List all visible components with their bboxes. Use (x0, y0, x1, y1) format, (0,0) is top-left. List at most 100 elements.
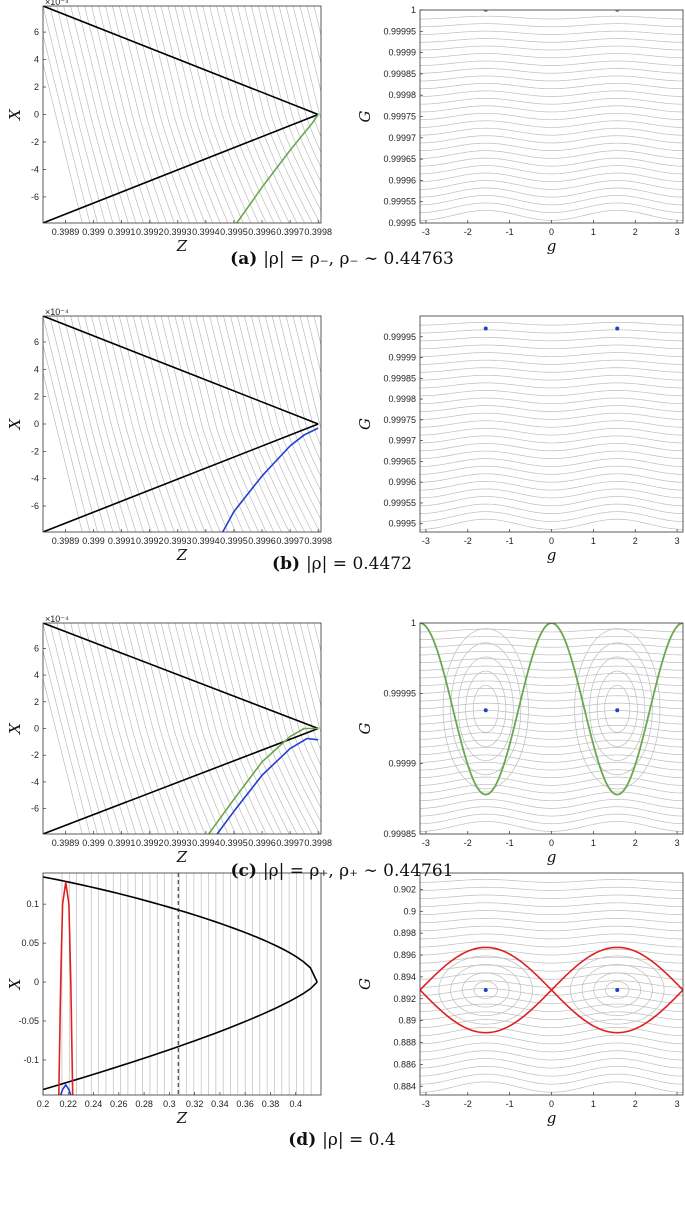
level-curve (420, 732, 683, 740)
panel-b-left: 0.3989 0.399 0.3991 0.3992 0.3993 0.3994 0.399… (6, 307, 332, 564)
level-curve (420, 894, 683, 899)
level-curve (285, 6, 321, 138)
level-curve (285, 623, 321, 751)
level-curve (420, 949, 683, 956)
y-tick-label: -2 (31, 137, 39, 147)
axes-frame (42, 622, 322, 835)
level-curve (420, 658, 683, 663)
x-tick-label: 0.3996 (248, 227, 276, 237)
y-tick-label: 0.99995 (383, 26, 416, 36)
level-curve (278, 316, 321, 463)
level-curve (278, 6, 321, 154)
x-tick-label: 0.3991 (108, 227, 136, 237)
x-tick-label: 0.3995 (220, 838, 248, 848)
level-curve (420, 30, 683, 35)
x-tick-label: 3 (675, 1099, 680, 1109)
y-tick-label: 1 (411, 618, 416, 628)
y-tick-label: 0.99985 (383, 829, 416, 839)
x-axis-label: g (547, 1109, 557, 1127)
boundary-upper (43, 316, 319, 425)
caption-letter: (c) (231, 861, 263, 881)
level-curve (257, 623, 321, 809)
y-tick-label: 6 (34, 337, 39, 347)
y-tick-label: 4 (34, 55, 39, 65)
level-curve (125, 623, 190, 834)
level-curve (271, 316, 321, 478)
level-curve (160, 6, 229, 223)
boundary-lower (43, 981, 318, 1091)
level-curve (420, 1011, 683, 1020)
y-tick-label: -0.1 (23, 1055, 39, 1065)
level-curve (139, 6, 206, 223)
level-curve (420, 127, 683, 136)
separatrix-lower (420, 988, 683, 1034)
level-curve (420, 45, 683, 51)
boundary-upper (43, 6, 319, 116)
x-axis-label: Z (176, 237, 188, 255)
x-axis-label: Z (176, 848, 188, 866)
y-tick-label: 0.89 (398, 1016, 416, 1026)
inner-loop (593, 972, 642, 1008)
y-tick-label: 0 (34, 724, 39, 734)
y-tick-label: 4 (34, 364, 39, 374)
level-curve (420, 180, 683, 190)
level-curve (420, 717, 683, 725)
y-tick-label: 0.9995 (388, 218, 416, 228)
y-tick-label: -6 (31, 192, 39, 202)
x-tick-label: 0.3991 (108, 536, 136, 546)
level-curve (420, 806, 683, 817)
y-tick-label: -4 (31, 777, 39, 787)
level-curve (420, 776, 683, 786)
level-curve (105, 6, 167, 223)
y-tick-label: 2 (34, 697, 39, 707)
x-tick-label: 0.399 (82, 227, 105, 237)
y-tick-label: 0.9996 (388, 477, 416, 487)
scale-note: ×10⁻⁴ (45, 307, 69, 317)
y-tick-label: 0.902 (393, 884, 416, 894)
x-tick-label: -3 (422, 838, 430, 848)
level-curve (98, 6, 160, 223)
x-tick-label: 2 (633, 838, 638, 848)
level-curve (420, 135, 683, 144)
caption-0: (a) |ρ| = ρ₋, ρ₋ ∼ 0.44763 (230, 249, 454, 269)
level-curve (420, 972, 683, 980)
level-curve (420, 427, 683, 436)
x-tick-label: 0.32 (186, 1099, 204, 1109)
level-curve (125, 6, 190, 223)
caption-letter: (d) (288, 1130, 322, 1150)
level-curve (63, 623, 121, 834)
level-curve (420, 784, 683, 794)
level-curve (251, 6, 321, 212)
level-curve (84, 623, 144, 834)
level-curve (230, 623, 305, 834)
level-curve (420, 879, 683, 883)
inner-loop (596, 670, 638, 747)
level-curve (420, 458, 683, 467)
level-curve (244, 623, 321, 834)
level-curve (146, 623, 213, 834)
y-tick-label: -2 (31, 750, 39, 760)
y-axis-label: X (6, 108, 24, 121)
y-axis-label: G (356, 722, 374, 734)
level-curve (237, 6, 313, 223)
inner-loop (442, 628, 529, 790)
level-curve (420, 420, 683, 428)
level-curve (420, 105, 683, 113)
level-curve (174, 6, 244, 223)
level-curve (420, 187, 683, 198)
level-curve (420, 650, 683, 656)
level-curve (306, 6, 321, 65)
axes-frame (42, 5, 322, 224)
level-curve (174, 316, 244, 532)
level-curve (230, 316, 305, 532)
level-curve (223, 6, 298, 223)
caption-3: (d) |ρ| = 0.4 (288, 1130, 395, 1150)
panel-d-left: 0.2 0.22 0.24 0.26 0.28 0.3 0.32 0.34 0.36 0.38 0.… (6, 872, 322, 1127)
level-curve (202, 6, 275, 223)
level-curve (43, 343, 91, 532)
x-tick-label: 1 (591, 1099, 596, 1109)
level-curve (420, 488, 683, 499)
x-tick-label: -3 (422, 1099, 430, 1109)
x-tick-label: 2 (633, 536, 638, 546)
y-tick-label: 6 (34, 27, 39, 37)
